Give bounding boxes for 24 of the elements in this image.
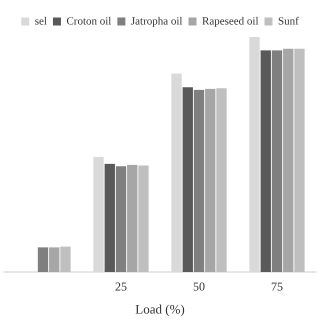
bar [283,48,294,272]
bar [272,50,282,272]
legend-label: Croton oil [66,15,112,28]
legend-label: sel [34,15,47,28]
bar [60,246,71,272]
bar [38,247,48,272]
x-tick-label: 50 [193,279,205,294]
bar [260,50,271,272]
legend-label: Rapeseed oil [202,15,259,28]
x-tick-label: 75 [271,279,283,294]
bar [205,88,216,272]
bar [104,164,115,272]
x-axis-title: Load (%) [135,302,185,317]
bar [216,88,227,272]
bar [138,166,149,272]
bar [127,164,138,272]
bar [182,87,193,272]
x-tick-label: 25 [115,279,127,294]
bar [294,48,305,272]
bar [116,166,126,272]
bar [49,247,60,272]
bar [194,90,204,272]
legend-label: Jatropha oil [130,15,182,28]
legend-label: Sunf [278,15,300,28]
